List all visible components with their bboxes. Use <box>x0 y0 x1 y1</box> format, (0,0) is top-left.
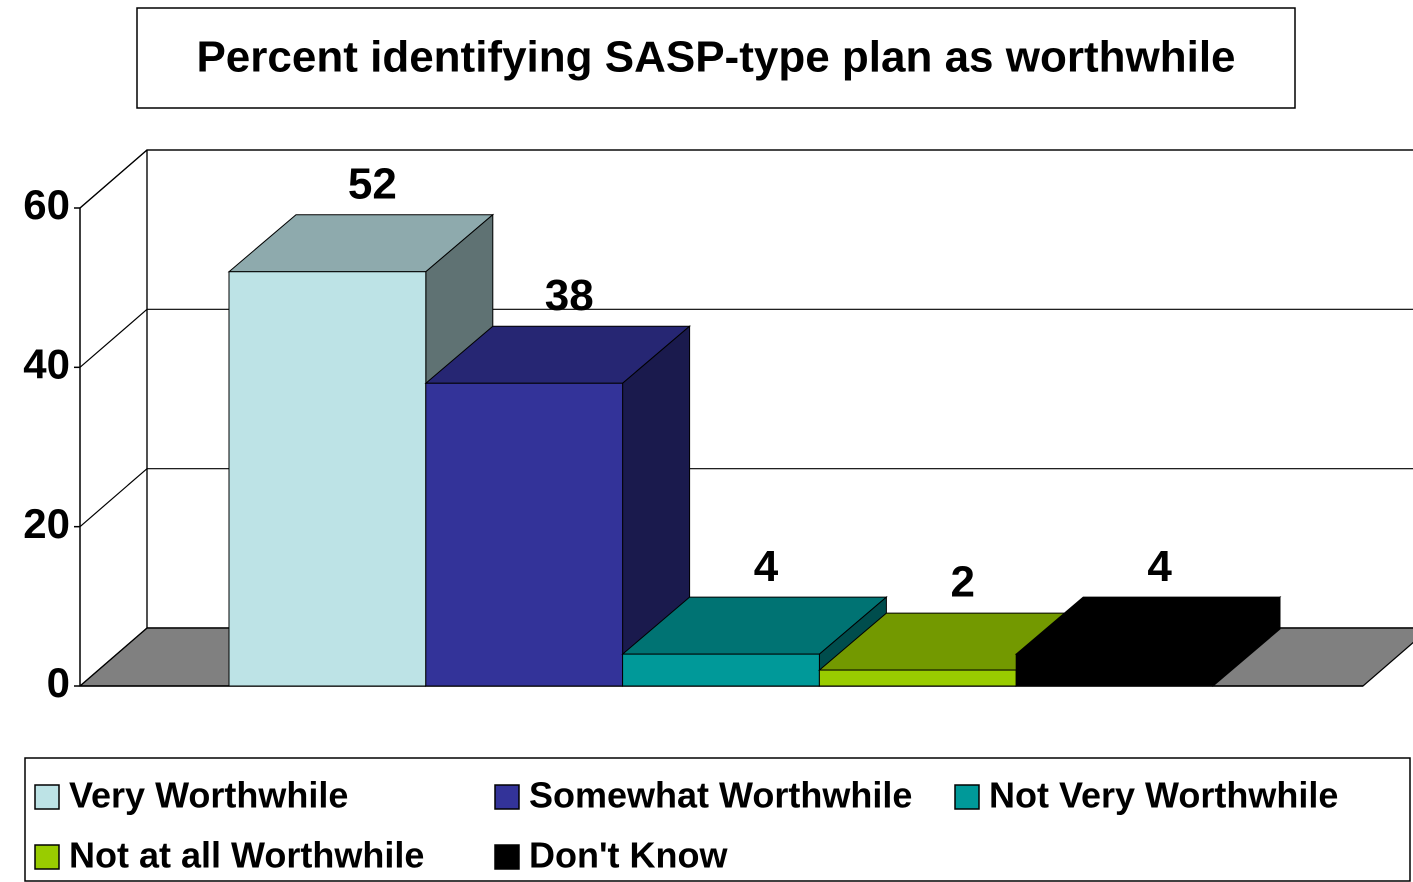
title-box <box>136 7 1296 109</box>
bar <box>818 669 1017 687</box>
grid-line <box>79 308 1413 368</box>
y-tick-label: 0 <box>47 659 70 706</box>
legend-label: Not Very Worthwhile <box>989 775 1338 816</box>
legend-label: Don't Know <box>529 835 729 876</box>
value-label: 38 <box>545 271 594 320</box>
value-label: 4 <box>1147 542 1172 591</box>
chart-title: Percent identifying SASP-type plan as wo… <box>196 33 1235 82</box>
legend-swatch <box>494 784 520 810</box>
legend-swatch <box>954 784 980 810</box>
bar <box>228 271 427 687</box>
grid-line <box>79 468 1413 528</box>
legend-label: Very Worthwhile <box>69 775 348 816</box>
value-label: 52 <box>348 159 397 208</box>
legend-swatch <box>34 784 60 810</box>
grid-line <box>79 149 1413 209</box>
y-tick-label: 60 <box>23 181 70 228</box>
legend-box <box>24 757 1411 882</box>
bar <box>425 382 624 687</box>
bar <box>1015 653 1214 687</box>
legend-swatch <box>34 844 60 870</box>
bar <box>622 653 820 687</box>
legend-label: Somewhat Worthwhile <box>529 775 912 816</box>
value-label: 4 <box>754 542 779 591</box>
legend-swatch <box>494 844 520 870</box>
y-tick-label: 40 <box>23 340 70 387</box>
y-tick-label: 20 <box>23 500 70 547</box>
value-label: 2 <box>951 558 975 607</box>
legend-label: Not at all Worthwhile <box>69 835 424 876</box>
